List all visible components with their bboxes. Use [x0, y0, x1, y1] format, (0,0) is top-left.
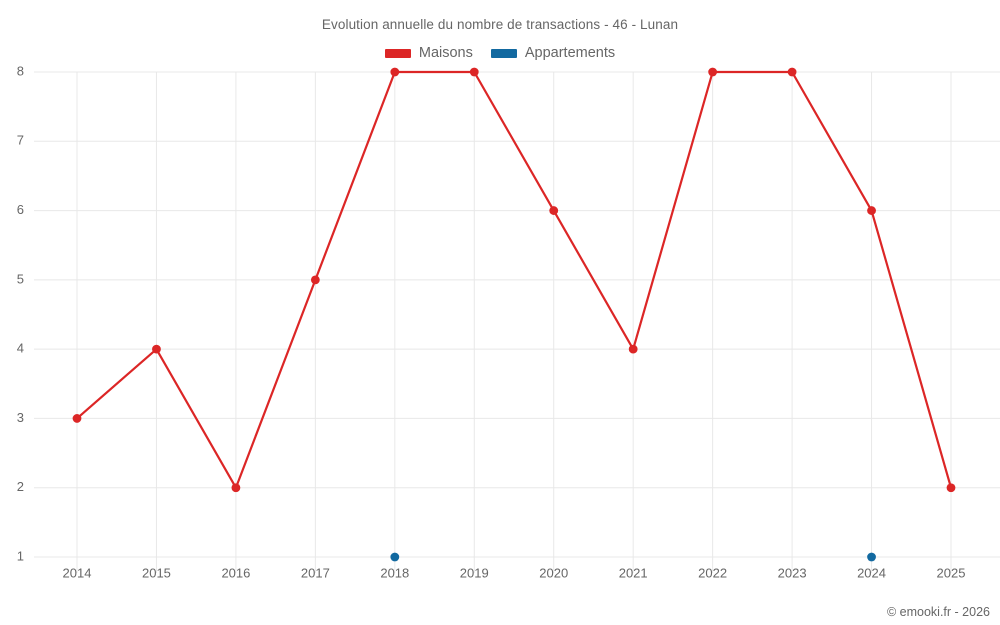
x-tick-label: 2023 — [778, 566, 807, 581]
chart-legend: Maisons Appartements — [0, 45, 1000, 61]
data-point-maisons-2014[interactable] — [72, 414, 82, 423]
y-tick-label: 5 — [17, 271, 24, 286]
chart-credit: © emooki.fr - 2026 — [886, 605, 990, 619]
data-point-maisons-2019[interactable] — [469, 67, 479, 77]
vertical-gridlines — [76, 72, 952, 573]
legend-item-maisons[interactable]: Maisons — [384, 45, 473, 61]
x-tick-label: 2025 — [937, 566, 966, 581]
x-tick-label: 2014 — [63, 566, 92, 581]
x-tick-label: 2024 — [857, 566, 886, 581]
legend-label-appartements: Appartements — [524, 45, 616, 61]
chart-title: Evolution annuelle du nombre de transact… — [321, 17, 679, 32]
y-tick-label: 4 — [17, 341, 24, 356]
y-tick-label: 3 — [17, 410, 24, 425]
y-axis-tick-labels: 1 2 3 4 5 6 7 8 — [17, 63, 24, 563]
data-point-maisons-2023[interactable] — [787, 67, 797, 77]
series-line-maisons — [75, 70, 953, 489]
data-point-maisons-2025[interactable] — [946, 483, 956, 493]
series-lines — [75, 70, 953, 489]
y-tick-label: 1 — [17, 548, 24, 563]
data-point-maisons-2015[interactable] — [152, 344, 161, 354]
data-point-maisons-2022[interactable] — [708, 67, 718, 77]
legend-swatch-appartements-icon — [490, 48, 517, 58]
data-point-appartements-2018[interactable] — [390, 552, 400, 562]
x-tick-label: 2021 — [619, 566, 648, 581]
y-tick-label: 8 — [17, 63, 24, 78]
series-markers — [72, 67, 956, 562]
x-tick-label: 2019 — [460, 566, 489, 581]
y-tick-label: 6 — [17, 202, 24, 217]
x-axis-tick-labels: 2014 2015 2016 2017 2018 2019 2020 2021 2022 2023… — [63, 566, 966, 581]
horizontal-gridlines — [34, 71, 1000, 558]
x-tick-label: 2020 — [539, 566, 568, 581]
y-tick-label: 7 — [17, 133, 24, 148]
x-tick-label: 2022 — [698, 566, 727, 581]
data-point-maisons-2024[interactable] — [867, 206, 876, 215]
data-point-maisons-2021[interactable] — [628, 344, 638, 354]
legend-label-maisons: Maisons — [418, 45, 473, 61]
x-tick-label: 2015 — [142, 566, 171, 581]
legend-item-appartements[interactable]: Appartements — [490, 45, 616, 61]
data-point-maisons-2020[interactable] — [549, 206, 559, 215]
x-tick-label: 2016 — [221, 566, 250, 581]
x-tick-label: 2018 — [380, 566, 409, 581]
legend-swatch-maisons-icon — [384, 48, 411, 58]
data-point-maisons-2016[interactable] — [231, 483, 241, 493]
x-tick-label: 2017 — [301, 566, 330, 581]
data-point-maisons-2017[interactable] — [310, 275, 320, 285]
y-tick-label: 2 — [17, 479, 24, 494]
data-point-appartements-2024[interactable] — [867, 552, 876, 562]
data-point-maisons-2018[interactable] — [390, 67, 400, 77]
